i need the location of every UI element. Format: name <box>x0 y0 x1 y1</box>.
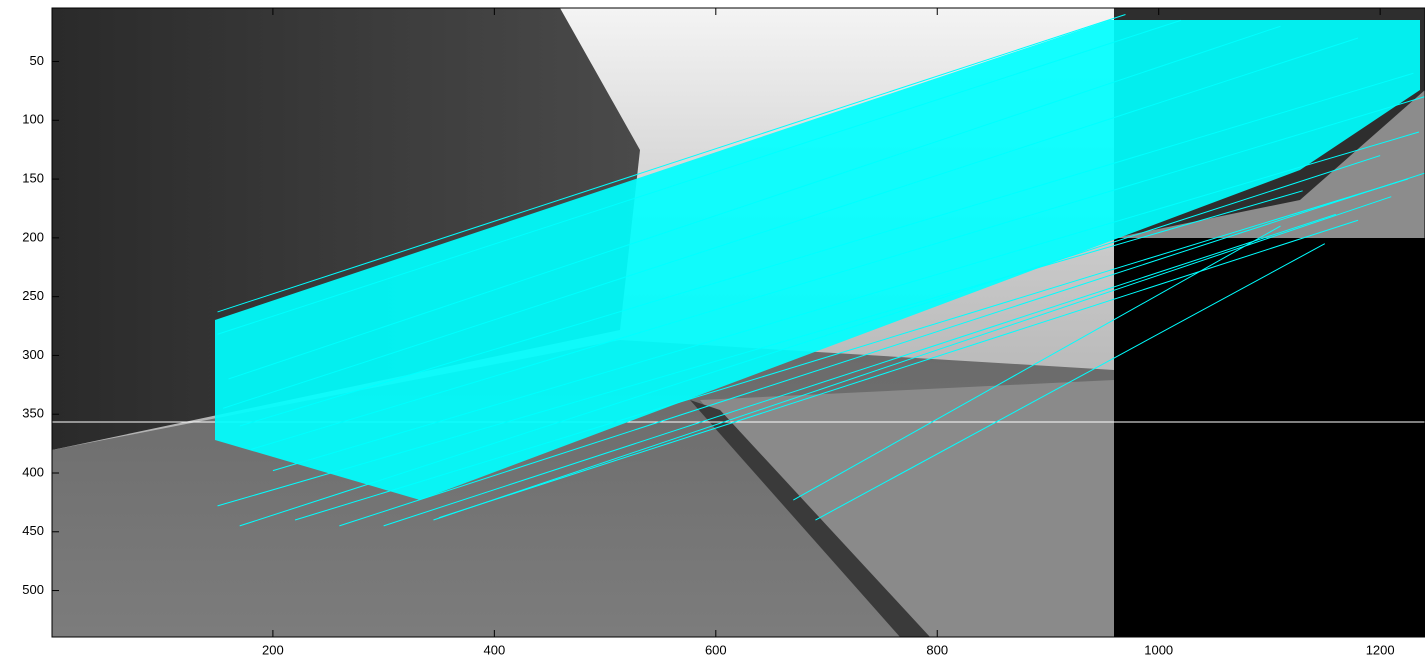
y-tick-label: 450 <box>22 523 44 538</box>
x-tick-label: 400 <box>483 642 505 657</box>
y-tick-label: 100 <box>22 112 44 127</box>
x-tick-label: 1200 <box>1366 642 1395 657</box>
y-tick-label: 150 <box>22 171 44 186</box>
x-tick-label: 800 <box>926 642 948 657</box>
figure: 200 400 600 800 1000 1200 50 100 150 200 250 300 350… <box>0 0 1425 663</box>
y-tick-label: 300 <box>22 347 44 362</box>
y-tick-label: 200 <box>22 229 44 244</box>
x-tick-label: 200 <box>262 642 284 657</box>
y-tick-label: 500 <box>22 582 44 597</box>
y-tick-label: 350 <box>22 406 44 421</box>
y-tick-label: 250 <box>22 288 44 303</box>
x-tick-label: 600 <box>705 642 727 657</box>
y-tick-label: 50 <box>30 53 44 68</box>
image <box>52 8 1425 637</box>
y-tick-label: 400 <box>22 464 44 479</box>
x-tick-label: 1000 <box>1144 642 1173 657</box>
